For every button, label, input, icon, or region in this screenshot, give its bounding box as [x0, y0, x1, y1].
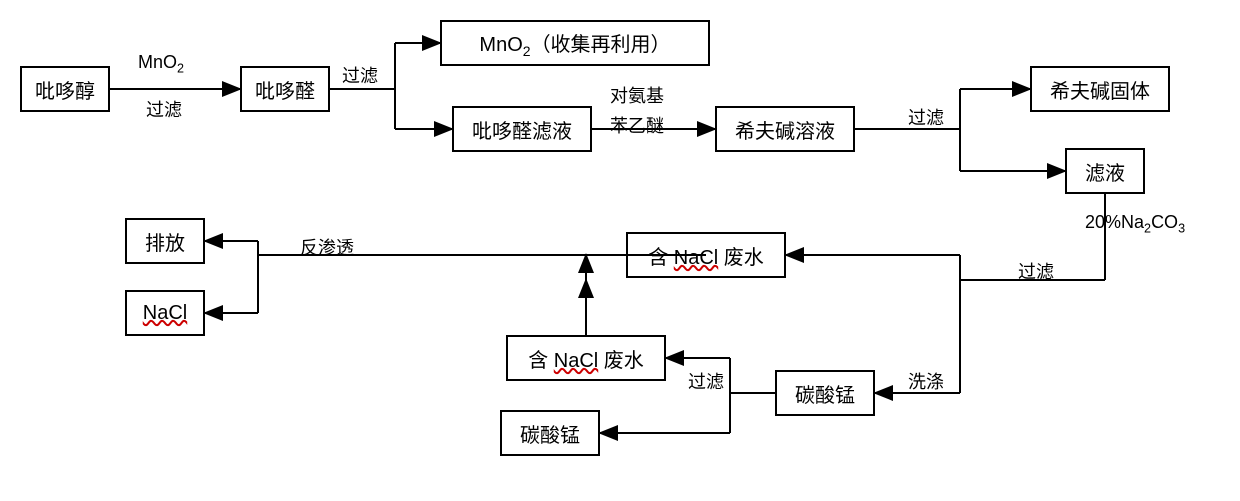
- node-mnco3-a: 碳酸锰: [775, 370, 875, 416]
- node-label: 希夫碱溶液: [735, 115, 835, 144]
- node-pyridoxol: 吡哆醇: [20, 66, 110, 112]
- node-nacl-waste-1: 含 NaCl 废水: [626, 232, 786, 278]
- edge-label-amino: 对氨基: [610, 82, 664, 108]
- node-mno2-reuse: MnO2（收集再利用）: [440, 20, 710, 66]
- node-label: 排放: [145, 227, 185, 256]
- node-pyridoxal: 吡哆醛: [240, 66, 330, 112]
- edge-label-filter-2: 过滤: [342, 62, 378, 88]
- edge-label-phenethylether: 苯乙醚: [610, 112, 664, 138]
- node-label: 含 NaCl 废水: [648, 241, 764, 270]
- edge-label-reverse-osmosis: 反渗透: [300, 234, 354, 260]
- edge-label-mno2: MnO2: [138, 52, 184, 76]
- node-filtrate: 滤液: [1065, 148, 1145, 194]
- node-schiff-solid: 希夫碱固体: [1030, 66, 1170, 112]
- edge-label-filter-4: 过滤: [1018, 258, 1054, 284]
- edge-label-na2co3: 20%Na2CO3: [1085, 212, 1185, 236]
- node-label: 希夫碱固体: [1050, 75, 1150, 104]
- edge-label-filter-1: 过滤: [146, 96, 182, 122]
- node-pyridoxal-filtrate: 吡哆醛滤液: [452, 106, 592, 152]
- node-label: 含 NaCl 废水: [528, 344, 644, 373]
- node-mnco3-b: 碳酸锰: [500, 410, 600, 456]
- node-schiff-solution: 希夫碱溶液: [715, 106, 855, 152]
- node-label: 碳酸锰: [520, 419, 580, 448]
- edge-label-filter-3: 过滤: [908, 104, 944, 130]
- node-label: 吡哆醇: [35, 75, 95, 104]
- edge-label-wash: 洗涤: [908, 368, 944, 394]
- node-discharge: 排放: [125, 218, 205, 264]
- node-label: MnO2（收集再利用）: [479, 28, 670, 59]
- node-label: 吡哆醛滤液: [472, 115, 572, 144]
- node-label: 滤液: [1085, 157, 1125, 186]
- node-nacl-out: NaCl: [125, 290, 205, 336]
- node-label: NaCl: [143, 302, 187, 325]
- edge-label-filter-5: 过滤: [688, 368, 724, 394]
- node-label: 吡哆醛: [255, 75, 315, 104]
- node-label: 碳酸锰: [795, 379, 855, 408]
- node-nacl-waste-2: 含 NaCl 废水: [506, 335, 666, 381]
